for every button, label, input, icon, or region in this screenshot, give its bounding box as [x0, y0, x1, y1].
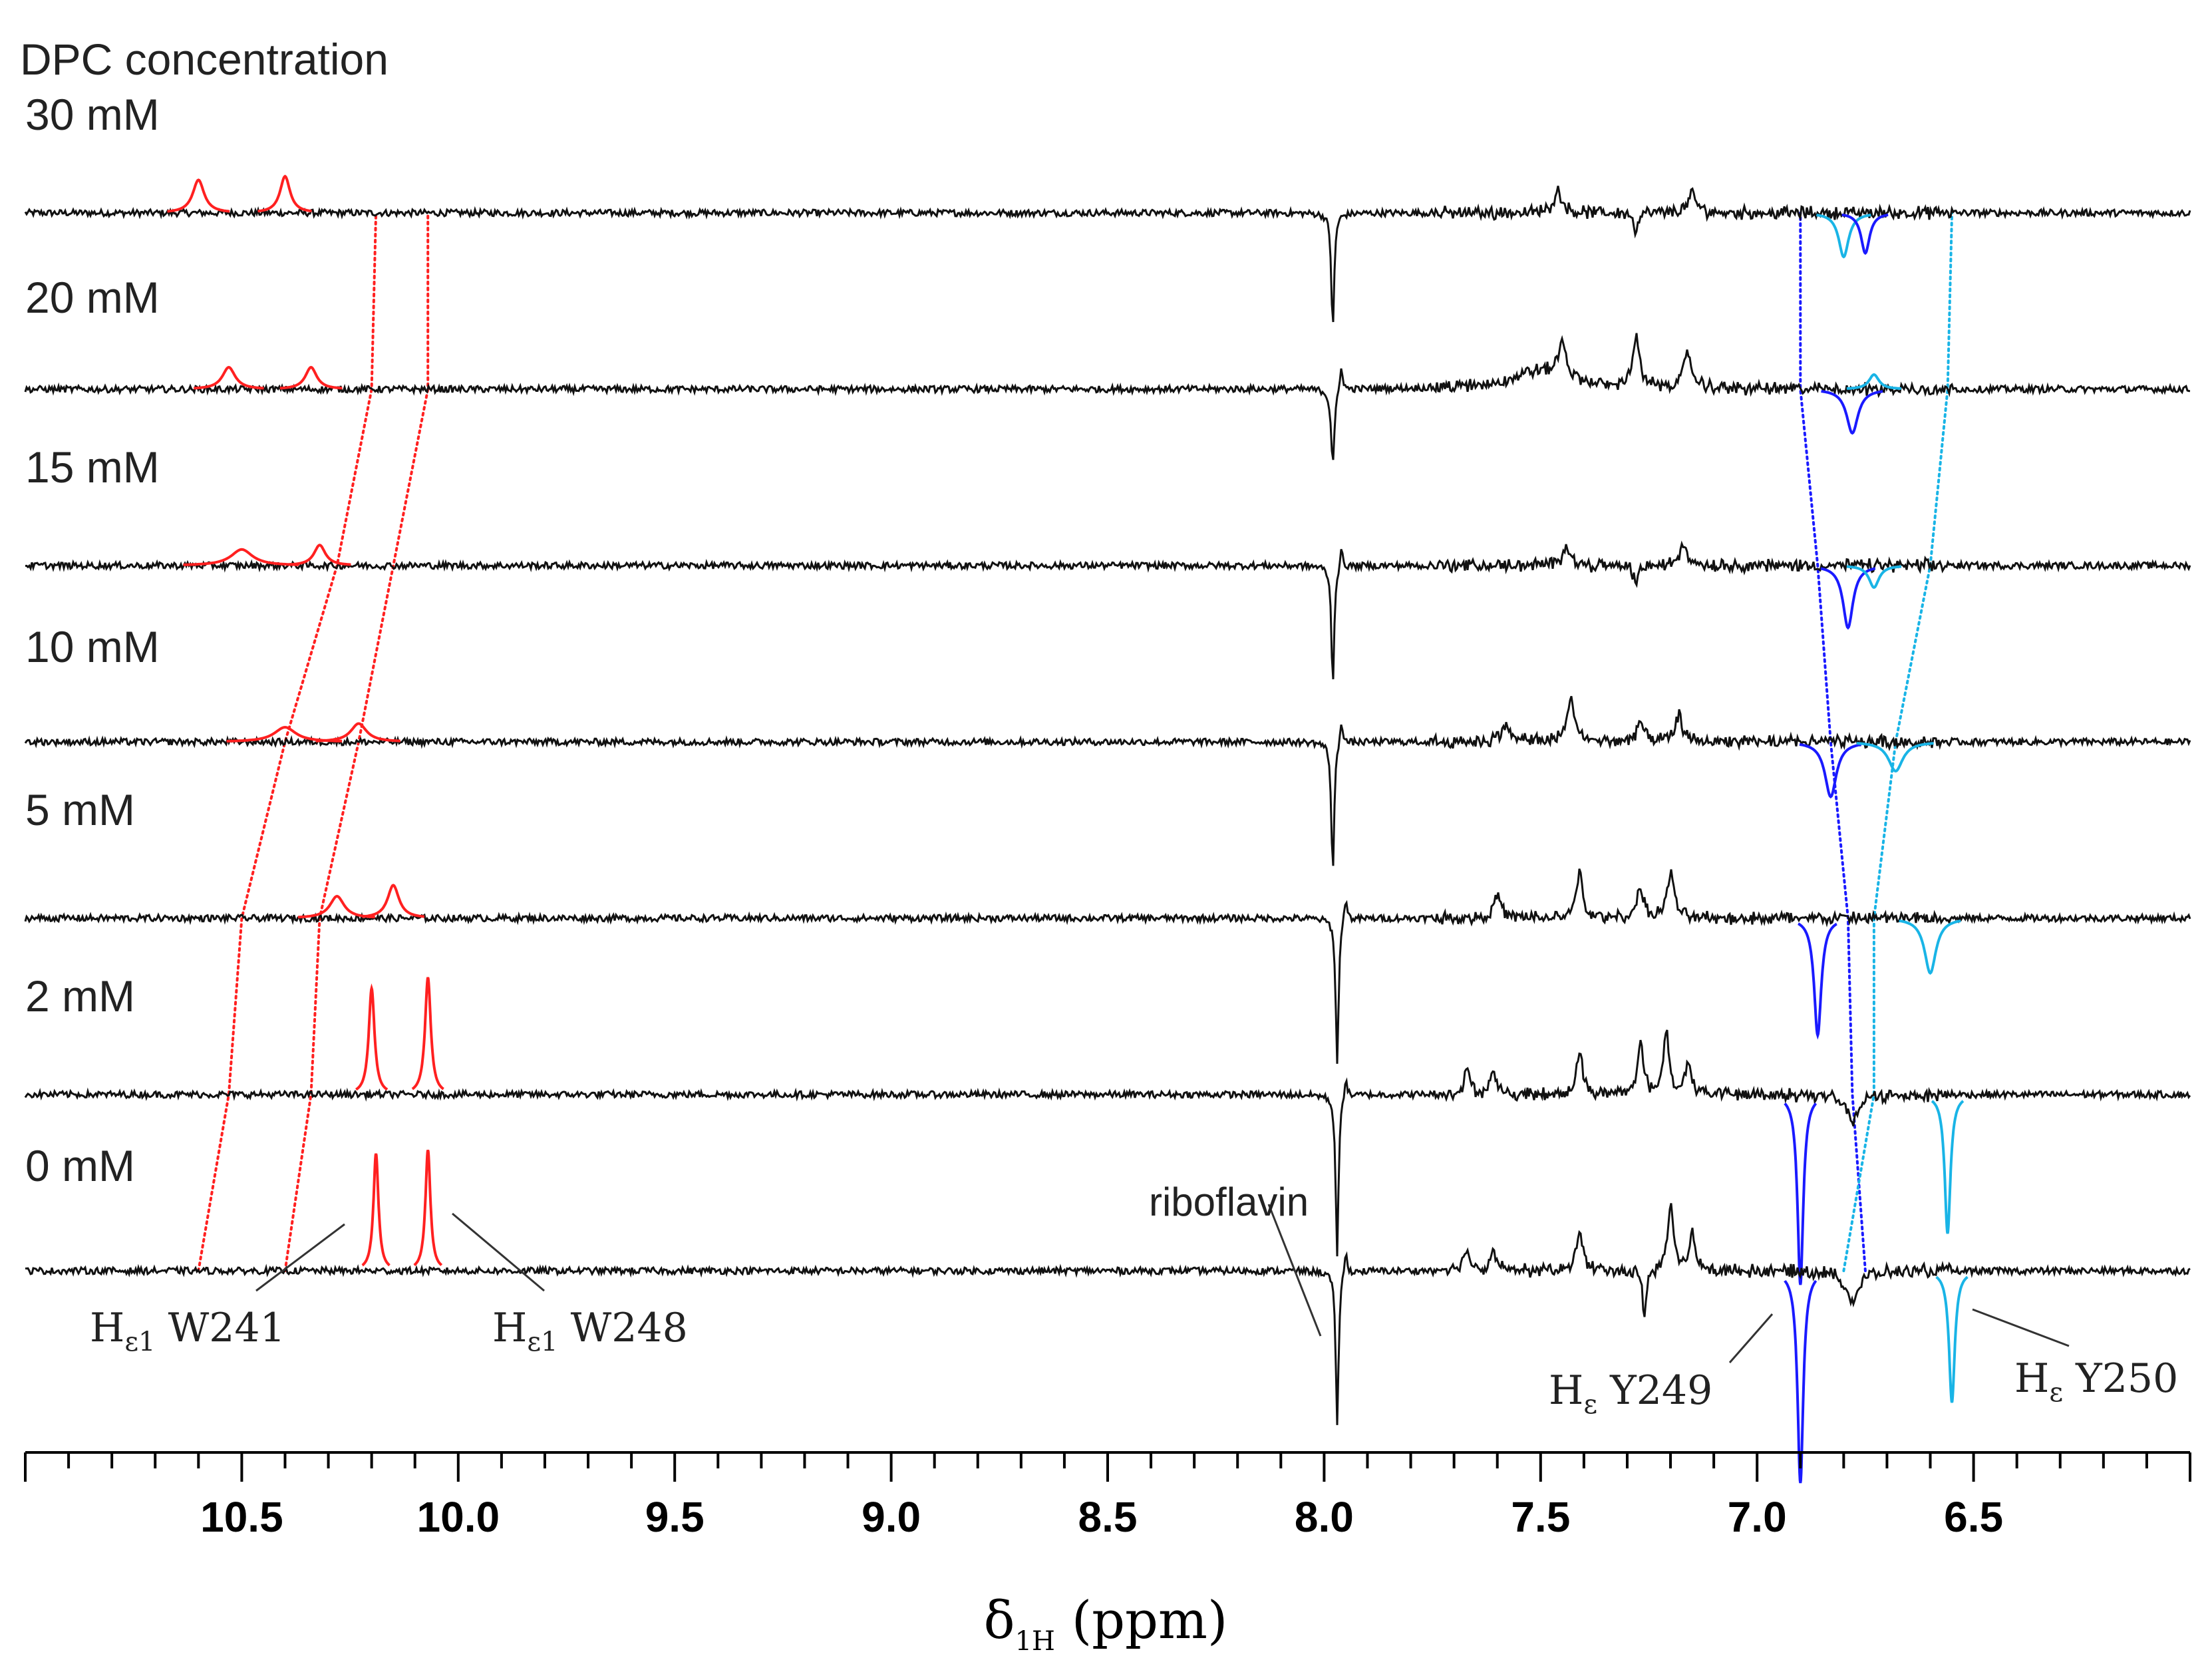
peak-trp-10_07 [411, 977, 444, 1090]
x-tick-label-10_5: 10.5 [200, 1493, 283, 1541]
peak-y249-6_86 [1798, 922, 1837, 1040]
conc-label-30-mm: 30 mM [25, 90, 160, 139]
peak-trp-10_6 [167, 178, 230, 213]
x-tick-label-8_5: 8.5 [1078, 1493, 1138, 1541]
baseline-trace [24, 186, 2191, 323]
annotation-leader-w248 [452, 1212, 545, 1292]
annotation-y250-rest: Y250 [2063, 1355, 2178, 1402]
baseline-trace [25, 1203, 2191, 1425]
peak-trp-10_15 [362, 884, 425, 918]
conc-label-2-mm: 2 mM [25, 971, 135, 1021]
x-tick-label-9_5: 9.5 [645, 1493, 705, 1541]
annotation-y249-rest: Y249 [1597, 1367, 1712, 1414]
peak-y249-6_83 [1799, 743, 1861, 799]
x-tick-label-8_0: 8.0 [1295, 1493, 1354, 1541]
x-tick-label-7_0: 7.0 [1728, 1493, 1787, 1541]
peak-y250-6_8 [1816, 214, 1871, 259]
spectrum-30-mm [24, 174, 2191, 323]
peak-y249-6_9 [1784, 1102, 1817, 1285]
peak-trp-10_07 [413, 1149, 443, 1267]
peak-trp-10_2 [355, 983, 389, 1091]
annotation-w248-sub: ε1 [527, 1327, 557, 1357]
peak-y249-6_9 [1784, 1279, 1817, 1484]
annotation-w241-sub: ε1 [124, 1327, 155, 1357]
peak-trp-10_5 [183, 548, 299, 566]
peak-y250-6_56 [1931, 1100, 1965, 1234]
peak-y249-6_75 [1841, 213, 1889, 255]
annotation-riboflavin: riboflavin [1149, 1180, 1309, 1224]
peak-y250-6_6 [1899, 919, 1961, 975]
baseline-trace [24, 868, 2191, 1064]
trajectory-h-y249 [1799, 212, 1867, 1272]
conc-label-15-mm: 15 mM [25, 442, 160, 492]
annotation-y249-main: H [1549, 1367, 1583, 1414]
annotation-y250: Hε Y250 [2014, 1355, 2178, 1408]
peak-trp-10_23 [315, 722, 400, 743]
peak-trp-10_32 [288, 544, 351, 566]
annotation-w241-main: H [90, 1305, 124, 1351]
annotation-w241-rest: W241 [156, 1305, 285, 1351]
peak-trp-10_4 [257, 174, 312, 213]
x-tick-label-9_0: 9.0 [862, 1493, 921, 1541]
annotation-w241: Hε1 W241 [90, 1305, 285, 1357]
annotation-w248-main: H [492, 1305, 527, 1351]
peak-y250-6_73 [1846, 565, 1901, 589]
baseline-trace [25, 540, 2191, 679]
conc-label-10-mm: 10 mM [25, 622, 160, 671]
peak-y249-6_78 [1821, 390, 1883, 435]
annotation-w248: Hε1 W248 [492, 1305, 688, 1357]
baseline-trace [24, 333, 2191, 460]
baseline-trace [24, 1029, 2191, 1257]
x-axis-title-main: δ [984, 1591, 1015, 1651]
annotation-y249: Hε Y249 [1549, 1367, 1712, 1420]
x-tick-label-10_0: 10.0 [417, 1493, 500, 1541]
x-tick-label-6_5: 6.5 [1944, 1493, 2003, 1541]
chart-title: DPC concentration [20, 35, 389, 84]
peak-y250-6_55 [1935, 1275, 1969, 1403]
baseline-trace [24, 695, 2191, 866]
x-axis-title-unit: (ppm) [1055, 1591, 1227, 1651]
conc-label-5-mm: 5 mM [25, 785, 135, 834]
spectrum-10-mm [24, 695, 2191, 866]
annotation-y250-sub: ε [2049, 1377, 2063, 1408]
spectrum-0-mm [25, 1149, 2191, 1484]
peak-y250-6_73 [1846, 373, 1902, 390]
peak-trp-10_19 [361, 1153, 391, 1267]
spectrum-15-mm [25, 540, 2191, 679]
x-axis: 10.5 10.0 9.5 9.0 8.5 8.0 7.5 7.0 6.5 [24, 1451, 2191, 1541]
annotation-leader-y250 [1972, 1308, 2070, 1347]
concentration-labels: 30 mM 20 mM 15 mM 10 mM 5 mM 2 mM 0 mM [25, 90, 160, 1190]
peak-annotations: riboflavin Hε1 W241 Hε1 W248 Hε Y249 Hε … [90, 1180, 2178, 1420]
annotation-leader-riboflavin [1267, 1204, 1322, 1337]
x-tick-label-7_5: 7.5 [1511, 1493, 1570, 1541]
spectrum-5-mm [24, 868, 2191, 1064]
annotation-leader-y249 [1728, 1313, 1774, 1363]
spectra-traces [24, 174, 2191, 1484]
annotation-leader-w241 [255, 1223, 345, 1292]
annotation-w248-rest: W248 [558, 1305, 688, 1351]
conc-label-0-mm: 0 mM [25, 1141, 135, 1190]
x-axis-title: δ1H (ppm) [984, 1591, 1228, 1657]
spectrum-20-mm [24, 333, 2191, 460]
x-axis-title-sub: 1H [1015, 1626, 1055, 1657]
conc-label-20-mm: 20 mM [25, 273, 160, 322]
annotation-y250-main: H [2014, 1355, 2049, 1402]
peak-trp-10_34 [279, 365, 343, 390]
peak-y250-6_68 [1856, 742, 1934, 773]
annotation-y249-sub: ε [1583, 1389, 1597, 1420]
spectrum-2-mm [24, 977, 2191, 1285]
peak-trp-10_53 [194, 365, 264, 390]
